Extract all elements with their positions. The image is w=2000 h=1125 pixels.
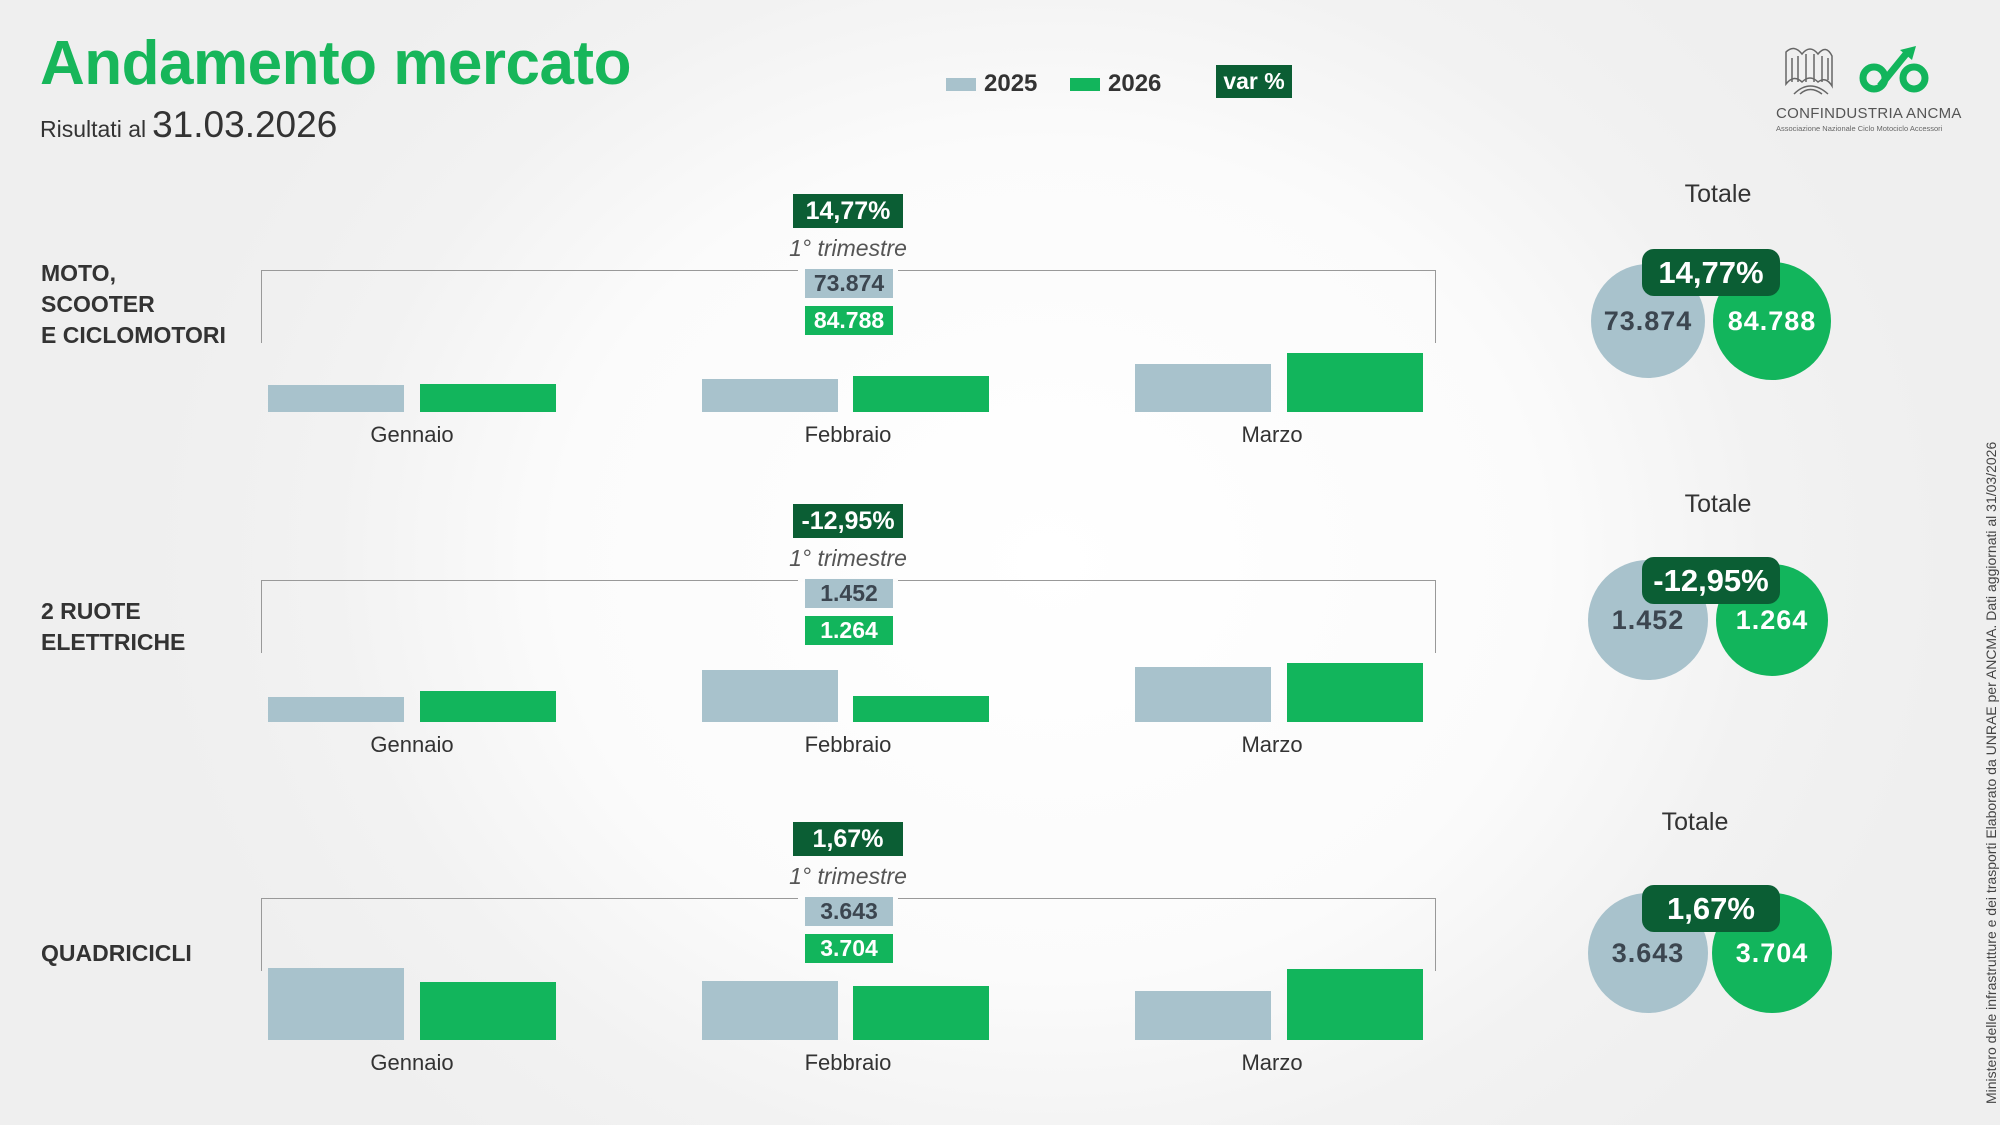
- total-2026-label: 1.264: [805, 616, 893, 645]
- period-label: 1° trimestre: [789, 863, 907, 889]
- month-label: Marzo: [1241, 422, 1303, 447]
- month-label: Gennaio: [370, 732, 454, 757]
- month-label: Febbraio: [804, 1050, 892, 1075]
- bar-2026-gennaio: [420, 691, 556, 722]
- legend-var: var %: [1216, 65, 1292, 98]
- bar-2025-febbraio: [702, 669, 838, 722]
- legend-2026: 2026: [1070, 70, 1161, 98]
- subtitle-date: 31.03.2026: [152, 104, 338, 145]
- period-label: 1° trimestre: [789, 545, 907, 571]
- motorcycle-icon: [1859, 51, 1929, 93]
- source-note: Ministero delle infrastrutture e dei tra…: [1983, 441, 1999, 1104]
- bar-2026-marzo: [1287, 663, 1423, 722]
- total-2026-label: 84.788: [805, 306, 893, 335]
- subtitle: Risultati al 31.03.2026: [40, 104, 337, 146]
- bar-2025-gennaio: [268, 385, 404, 412]
- bar-2025-marzo: [1135, 991, 1271, 1040]
- category-label: MOTO, SCOOTER E CICLOMOTORI: [41, 260, 226, 348]
- total-2025-label: 1.452: [805, 579, 893, 608]
- bar-2025-marzo: [1135, 364, 1271, 412]
- bar-2025-marzo: [1135, 667, 1271, 722]
- total-2025-label: 3.643: [805, 897, 893, 926]
- var-badge: 14,77%: [793, 194, 903, 228]
- bar-2026-marzo: [1287, 969, 1423, 1040]
- period-label: 1° trimestre: [789, 235, 907, 261]
- total-2026-label: 3.704: [805, 934, 893, 963]
- bar-2025-gennaio: [268, 968, 404, 1040]
- month-label: Marzo: [1241, 732, 1303, 757]
- bar-2026-febbraio: [853, 696, 989, 722]
- totale-label: Totale: [1661, 808, 1729, 836]
- month-label: Gennaio: [370, 1050, 454, 1075]
- legend-label: 2026: [1108, 70, 1162, 97]
- bar-2026-febbraio: [853, 985, 989, 1040]
- legend-swatch-2026: [1070, 77, 1100, 91]
- subtitle-label: Risultati al: [40, 116, 147, 142]
- eagle-icon: [1785, 47, 1833, 95]
- month-label: Marzo: [1241, 1050, 1303, 1075]
- bar-2026-febbraio: [853, 376, 989, 412]
- month-label: Febbraio: [804, 732, 892, 757]
- logo-name: CONFINDUSTRIA ANCMA: [1776, 105, 1962, 122]
- total-var-pill: 1,67%: [1642, 885, 1780, 932]
- bar-2025-febbraio: [702, 980, 838, 1040]
- totale-label: Totale: [1684, 490, 1752, 518]
- total-2025-label: 73.874: [805, 269, 893, 298]
- totale-label: Totale: [1684, 180, 1752, 208]
- category-label: QUADRICICLI: [41, 940, 192, 966]
- bar-2026-marzo: [1287, 353, 1423, 412]
- month-label: Gennaio: [370, 422, 454, 447]
- month-label: Febbraio: [804, 422, 892, 447]
- legend-2025: 2025: [946, 70, 1037, 98]
- logo-tagline: Associazione Nazionale Ciclo Motociclo A…: [1776, 124, 1943, 133]
- category-label: 2 RUOTE ELETTRICHE: [41, 598, 186, 655]
- bar-2025-febbraio: [702, 379, 838, 412]
- bar-2025-gennaio: [268, 696, 404, 722]
- bar-2026-gennaio: [420, 383, 556, 412]
- ancma-logo: [1785, 46, 1929, 95]
- var-badge: -12,95%: [793, 504, 903, 538]
- var-badge: 1,67%: [793, 822, 903, 856]
- legend-label: 2025: [984, 70, 1038, 97]
- bar-2026-gennaio: [420, 981, 556, 1040]
- legend-swatch-2025: [946, 77, 976, 91]
- total-var-pill: -12,95%: [1642, 557, 1780, 604]
- page-title: Andamento mercato: [40, 29, 631, 98]
- total-var-pill: 14,77%: [1642, 249, 1780, 296]
